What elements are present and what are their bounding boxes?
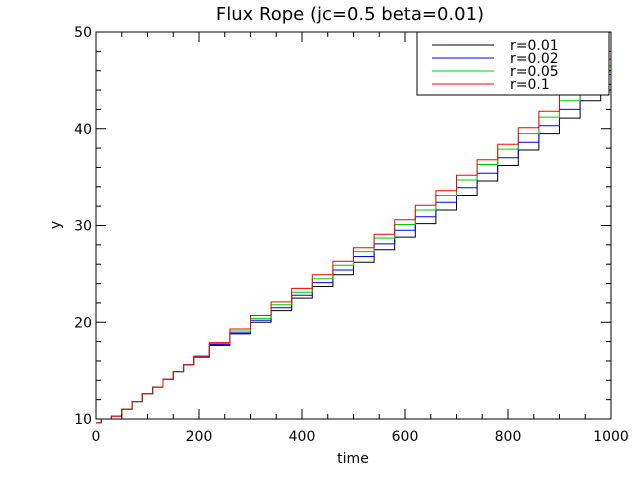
chart-title: Flux Rope (jc=0.5 beta=0.01)	[216, 4, 484, 25]
legend: r=0.01r=0.02r=0.05r=0.1	[416, 31, 610, 96]
y-tick-label: 10	[74, 412, 92, 428]
legend-label: r=0.05	[510, 64, 559, 80]
y-tick-label: 40	[74, 122, 92, 138]
legend-label: r=0.1	[510, 77, 550, 93]
x-axis-label: time	[337, 451, 369, 467]
x-tick-label: 800	[495, 429, 522, 445]
y-tick-label: 30	[74, 219, 92, 235]
y-tick-label: 20	[74, 315, 92, 331]
y-axis-label: y	[48, 221, 64, 229]
x-tick-label: 200	[186, 429, 213, 445]
x-tick-label: 1000	[593, 429, 629, 445]
series-line-r=0.1	[96, 58, 611, 424]
y-axis-ticks: 10 20 30 40 50	[74, 25, 611, 428]
x-tick-label: 0	[92, 429, 101, 445]
series-layer	[96, 58, 611, 424]
y-tick-label: 50	[74, 25, 92, 41]
legend-label: r=0.02	[510, 51, 559, 67]
legend-label: r=0.01	[510, 38, 559, 54]
series-line-r=0.05	[96, 65, 611, 424]
x-tick-label: 400	[289, 429, 316, 445]
x-tick-label: 600	[392, 429, 419, 445]
